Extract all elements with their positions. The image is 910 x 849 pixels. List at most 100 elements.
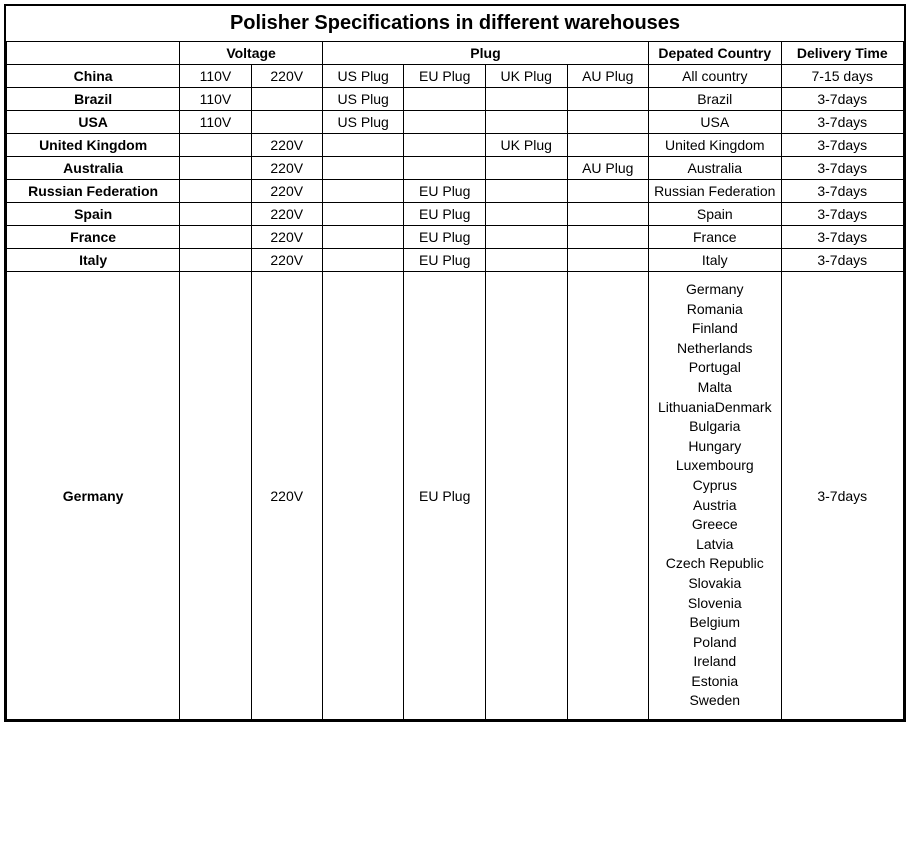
cell-uk-plug <box>485 157 567 180</box>
cell-eu-plug: EU Plug <box>404 65 486 88</box>
cell-uk-plug: UK Plug <box>485 65 567 88</box>
spec-table: Polisher Specifications in different war… <box>6 6 904 720</box>
cell-us-plug <box>322 180 404 203</box>
row-label: USA <box>7 111 180 134</box>
cell-v220 <box>251 88 322 111</box>
cell-country-list: GermanyRomaniaFinlandNetherlandsPortugal… <box>649 272 781 720</box>
cell-au-plug <box>567 111 649 134</box>
cell-delivery: 3-7days <box>781 111 903 134</box>
cell-us-plug: US Plug <box>322 111 404 134</box>
cell-eu-plug <box>404 157 486 180</box>
header-blank <box>7 42 180 65</box>
cell-uk-plug <box>485 111 567 134</box>
cell-v220: 220V <box>251 157 322 180</box>
cell-au-plug <box>567 180 649 203</box>
table-row: Italy 220V EU Plug Italy 3-7days <box>7 249 904 272</box>
cell-delivery: 3-7days <box>781 180 903 203</box>
table-row: Spain 220V EU Plug Spain 3-7days <box>7 203 904 226</box>
cell-country: Russian Federation <box>649 180 781 203</box>
cell-delivery: 3-7days <box>781 249 903 272</box>
cell-eu-plug: EU Plug <box>404 203 486 226</box>
cell-country: Brazil <box>649 88 781 111</box>
cell-eu-plug <box>404 111 486 134</box>
table-row-germany: Germany 220V EU Plug GermanyRomaniaFinla… <box>7 272 904 720</box>
row-label: Brazil <box>7 88 180 111</box>
cell-au-plug <box>567 226 649 249</box>
cell-eu-plug <box>404 134 486 157</box>
table-row: France 220V EU Plug France 3-7days <box>7 226 904 249</box>
cell-au-plug: AU Plug <box>567 65 649 88</box>
cell-country: Spain <box>649 203 781 226</box>
cell-delivery: 3-7days <box>781 203 903 226</box>
table-row: Brazil 110V US Plug Brazil 3-7days <box>7 88 904 111</box>
cell-uk-plug <box>485 88 567 111</box>
cell-uk-plug <box>485 272 567 720</box>
cell-us-plug <box>322 157 404 180</box>
table-row: United Kingdom 220V UK Plug United Kingd… <box>7 134 904 157</box>
cell-v220: 220V <box>251 226 322 249</box>
header-delivery: Delivery Time <box>781 42 903 65</box>
cell-country: Italy <box>649 249 781 272</box>
header-row: Voltage Plug Depated Country Delivery Ti… <box>7 42 904 65</box>
cell-v110: 110V <box>180 88 251 111</box>
cell-au-plug <box>567 249 649 272</box>
table-row: Australia 220V AU Plug Australia 3-7days <box>7 157 904 180</box>
cell-v220: 220V <box>251 249 322 272</box>
cell-us-plug <box>322 249 404 272</box>
cell-country: United Kingdom <box>649 134 781 157</box>
cell-v110: 110V <box>180 65 251 88</box>
cell-uk-plug <box>485 249 567 272</box>
header-voltage: Voltage <box>180 42 323 65</box>
cell-v220: 220V <box>251 65 322 88</box>
header-plug: Plug <box>322 42 648 65</box>
header-departed: Depated Country <box>649 42 781 65</box>
table-row: Russian Federation 220V EU Plug Russian … <box>7 180 904 203</box>
cell-v110 <box>180 134 251 157</box>
cell-country: All country <box>649 65 781 88</box>
cell-delivery: 3-7days <box>781 157 903 180</box>
cell-v220 <box>251 111 322 134</box>
cell-eu-plug <box>404 88 486 111</box>
table-wrapper: Polisher Specifications in different war… <box>4 4 906 722</box>
cell-uk-plug <box>485 180 567 203</box>
row-label: Australia <box>7 157 180 180</box>
row-label: Italy <box>7 249 180 272</box>
row-label: Spain <box>7 203 180 226</box>
cell-us-plug <box>322 226 404 249</box>
cell-delivery: 3-7days <box>781 134 903 157</box>
row-label: Germany <box>7 272 180 720</box>
cell-delivery: 3-7days <box>781 226 903 249</box>
cell-eu-plug: EU Plug <box>404 272 486 720</box>
cell-v110 <box>180 272 251 720</box>
cell-uk-plug <box>485 226 567 249</box>
cell-au-plug <box>567 203 649 226</box>
cell-v110 <box>180 180 251 203</box>
row-label: United Kingdom <box>7 134 180 157</box>
cell-uk-plug: UK Plug <box>485 134 567 157</box>
cell-us-plug: US Plug <box>322 65 404 88</box>
cell-au-plug <box>567 134 649 157</box>
cell-au-plug <box>567 88 649 111</box>
cell-v110 <box>180 157 251 180</box>
cell-au-plug: AU Plug <box>567 157 649 180</box>
title-row: Polisher Specifications in different war… <box>7 6 904 42</box>
cell-us-plug <box>322 272 404 720</box>
cell-country: Australia <box>649 157 781 180</box>
cell-us-plug: US Plug <box>322 88 404 111</box>
cell-eu-plug: EU Plug <box>404 226 486 249</box>
cell-uk-plug <box>485 203 567 226</box>
cell-country: USA <box>649 111 781 134</box>
row-label: Russian Federation <box>7 180 180 203</box>
cell-delivery: 3-7days <box>781 272 903 720</box>
table-row: USA 110V US Plug USA 3-7days <box>7 111 904 134</box>
cell-v110 <box>180 226 251 249</box>
table-row: China 110V 220V US Plug EU Plug UK Plug … <box>7 65 904 88</box>
cell-v220: 220V <box>251 272 322 720</box>
cell-eu-plug: EU Plug <box>404 249 486 272</box>
row-label: France <box>7 226 180 249</box>
cell-v110 <box>180 249 251 272</box>
cell-v110: 110V <box>180 111 251 134</box>
cell-v220: 220V <box>251 203 322 226</box>
cell-country: France <box>649 226 781 249</box>
cell-eu-plug: EU Plug <box>404 180 486 203</box>
